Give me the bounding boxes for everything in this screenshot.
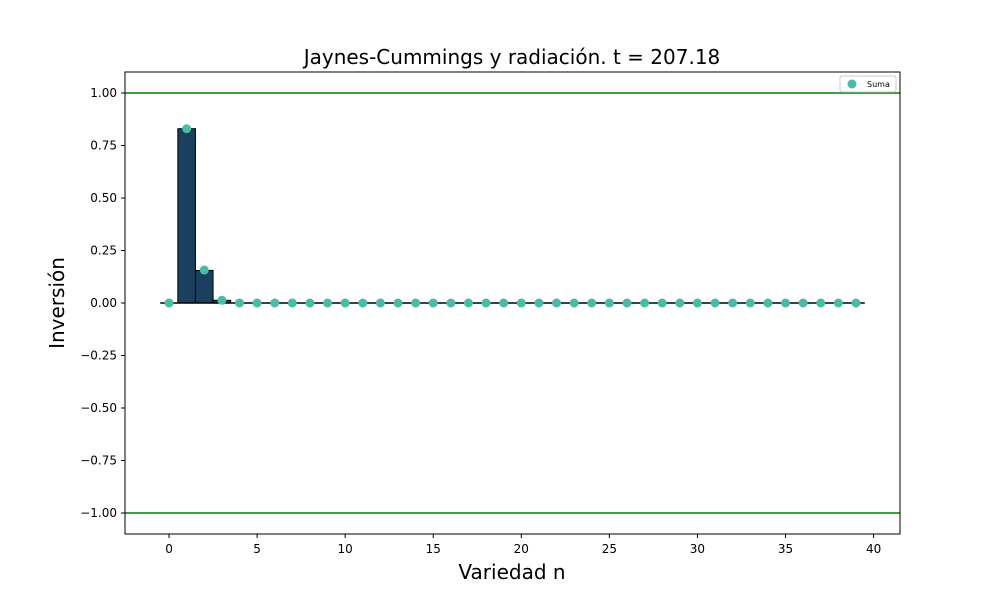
y-axis-label: Inversión xyxy=(45,257,69,349)
x-tick-label: 35 xyxy=(778,542,793,556)
data-point xyxy=(816,298,826,308)
data-point xyxy=(393,298,403,308)
data-point xyxy=(375,298,385,308)
plot-content xyxy=(125,92,900,514)
data-point xyxy=(252,298,262,308)
x-tick-label: 15 xyxy=(426,542,441,556)
data-point xyxy=(428,298,438,308)
x-tick-label: 20 xyxy=(514,542,529,556)
data-point xyxy=(745,298,755,308)
data-point xyxy=(463,298,473,308)
data-point xyxy=(323,298,333,308)
data-point xyxy=(358,298,368,308)
data-point xyxy=(710,298,720,308)
x-tick-label: 0 xyxy=(165,542,173,556)
data-point xyxy=(481,298,491,308)
data-point xyxy=(182,124,192,134)
data-point xyxy=(798,298,808,308)
data-point xyxy=(833,298,843,308)
data-point xyxy=(552,298,562,308)
legend-label: Suma xyxy=(867,80,890,89)
data-point xyxy=(622,298,632,308)
y-tick-label: 0.00 xyxy=(90,296,117,310)
y-tick-label: 0.25 xyxy=(90,244,117,258)
data-point xyxy=(640,298,650,308)
data-point xyxy=(287,298,297,308)
x-tick-label: 5 xyxy=(253,542,261,556)
data-point xyxy=(569,298,579,308)
data-point xyxy=(692,298,702,308)
x-tick-label: 25 xyxy=(602,542,617,556)
bar xyxy=(194,269,214,304)
plot-area xyxy=(125,92,900,514)
y-tick-label: 0.50 xyxy=(90,191,117,205)
data-point xyxy=(270,298,280,308)
data-point xyxy=(340,298,350,308)
x-tick-label: 30 xyxy=(690,542,705,556)
bar xyxy=(177,128,196,304)
data-point xyxy=(763,298,773,308)
chart-title: Jaynes-Cummings y radiación. t = 207.18 xyxy=(302,45,721,69)
legend-marker xyxy=(847,79,857,89)
data-point xyxy=(587,298,597,308)
data-point xyxy=(534,298,544,308)
legend: Suma xyxy=(839,75,897,93)
data-point xyxy=(781,298,791,308)
y-tick-label: 1.00 xyxy=(90,86,117,100)
data-point xyxy=(499,298,509,308)
x-tick-label: 10 xyxy=(338,542,353,556)
data-point xyxy=(217,295,227,305)
y-tick-label: 0.75 xyxy=(90,139,117,153)
y-tick-label: −0.75 xyxy=(80,454,117,468)
data-point xyxy=(675,298,685,308)
data-point xyxy=(657,298,667,308)
data-point xyxy=(305,298,315,308)
data-point xyxy=(164,298,174,308)
x-axis-label: Variedad n xyxy=(458,560,565,584)
y-tick-label: −1.00 xyxy=(80,506,117,520)
x-tick-label: 40 xyxy=(866,542,881,556)
data-point xyxy=(728,298,738,308)
data-point xyxy=(234,298,244,308)
data-point xyxy=(446,298,456,308)
axes: 0 5 10 15 20 25 30 35 40 1.00 0.75 0.50 0.25 0.00 −0.2… xyxy=(80,71,901,556)
data-point xyxy=(604,298,614,308)
data-point xyxy=(851,298,861,308)
data-point xyxy=(516,298,526,308)
y-tick-label: −0.50 xyxy=(80,401,117,415)
y-tick-label: −0.25 xyxy=(80,349,117,363)
data-point xyxy=(199,265,209,275)
data-point xyxy=(411,298,421,308)
